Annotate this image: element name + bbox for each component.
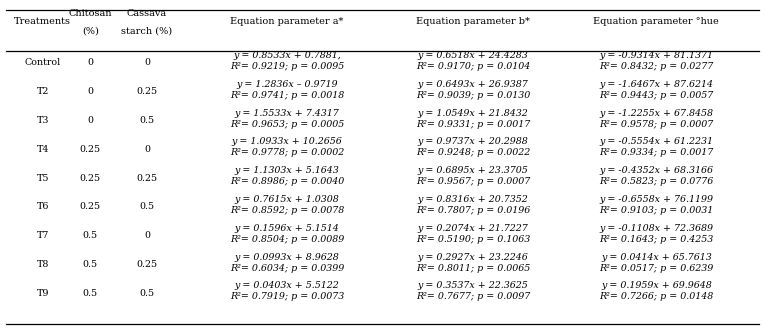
Text: y = -0.4352x + 68.3166: y = -0.4352x + 68.3166 [599, 166, 714, 175]
Text: R²= 0.9334; p = 0.0017: R²= 0.9334; p = 0.0017 [599, 148, 714, 158]
Text: 0.5: 0.5 [83, 260, 98, 269]
Text: R²= 0.9103; p = 0.0031: R²= 0.9103; p = 0.0031 [599, 206, 714, 215]
Text: y = 1.2836x – 0.9719: y = 1.2836x – 0.9719 [236, 80, 337, 89]
Text: y = 0.8533x + 0.7881,: y = 0.8533x + 0.7881, [233, 51, 340, 60]
Text: R²= 0.1643; p = 0.4253: R²= 0.1643; p = 0.4253 [599, 235, 714, 244]
Text: y = 0.1959x + 69.9648: y = 0.1959x + 69.9648 [601, 281, 711, 291]
Text: R²= 0.8504; p = 0.0089: R²= 0.8504; p = 0.0089 [230, 235, 344, 244]
Text: R²= 0.9039; p = 0.0130: R²= 0.9039; p = 0.0130 [415, 91, 530, 100]
Text: 0.25: 0.25 [136, 87, 158, 96]
Text: y = 1.0933x + 10.2656: y = 1.0933x + 10.2656 [232, 137, 342, 147]
Text: 0: 0 [87, 116, 93, 125]
Text: 0.25: 0.25 [136, 173, 158, 183]
Text: R²= 0.9578; p = 0.0007: R²= 0.9578; p = 0.0007 [599, 119, 714, 129]
Text: y = 0.0403x + 5.5122: y = 0.0403x + 5.5122 [235, 281, 339, 291]
Text: R²= 0.7919; p = 0.0073: R²= 0.7919; p = 0.0073 [230, 292, 344, 302]
Text: y = 0.1596x + 5.1514: y = 0.1596x + 5.1514 [235, 224, 339, 233]
Text: R²= 0.9567; p = 0.0007: R²= 0.9567; p = 0.0007 [415, 177, 530, 186]
Text: y = 0.0414x + 65.7613: y = 0.0414x + 65.7613 [601, 253, 711, 262]
Text: R²= 0.9170; p = 0.0104: R²= 0.9170; p = 0.0104 [415, 62, 530, 71]
Text: y = -0.6558x + 76.1199: y = -0.6558x + 76.1199 [599, 195, 714, 204]
Text: R²= 0.5823; p = 0.0776: R²= 0.5823; p = 0.0776 [599, 177, 714, 186]
Text: R²= 0.9443; p = 0.0057: R²= 0.9443; p = 0.0057 [599, 91, 714, 100]
Text: R²= 0.9219; p = 0.0095: R²= 0.9219; p = 0.0095 [230, 62, 344, 71]
Text: 0.25: 0.25 [80, 202, 101, 212]
Text: y = 0.0993x + 8.9628: y = 0.0993x + 8.9628 [235, 253, 339, 262]
Text: T2: T2 [37, 87, 49, 96]
Text: Cassava: Cassava [127, 9, 167, 18]
Text: Control: Control [24, 58, 61, 68]
Text: y = 1.0549x + 21.8432: y = 1.0549x + 21.8432 [418, 109, 528, 118]
Text: Treatments: Treatments [15, 17, 71, 26]
Text: R²= 0.8432; p = 0.0277: R²= 0.8432; p = 0.0277 [599, 62, 714, 71]
Text: T8: T8 [37, 260, 49, 269]
Text: R²= 0.8592; p = 0.0078: R²= 0.8592; p = 0.0078 [230, 206, 344, 215]
Text: 0.5: 0.5 [83, 289, 98, 298]
Text: y = 0.6493x + 26.9387: y = 0.6493x + 26.9387 [418, 80, 528, 89]
Text: 0.25: 0.25 [136, 260, 158, 269]
Text: y = 1.5533x + 7.4317: y = 1.5533x + 7.4317 [235, 109, 339, 118]
Text: (%): (%) [82, 27, 99, 36]
Text: 0.25: 0.25 [80, 173, 101, 183]
Text: Chitosan: Chitosan [69, 9, 112, 18]
Text: R²= 0.9653; p = 0.0005: R²= 0.9653; p = 0.0005 [230, 119, 344, 129]
Text: 0.5: 0.5 [139, 116, 155, 125]
Text: 0.5: 0.5 [83, 231, 98, 240]
Text: y = 0.8316x + 20.7352: y = 0.8316x + 20.7352 [418, 195, 528, 204]
Text: y = 0.9737x + 20.2988: y = 0.9737x + 20.2988 [418, 137, 528, 147]
Text: Equation parameter b*: Equation parameter b* [416, 17, 529, 26]
Text: 0.5: 0.5 [139, 289, 155, 298]
Text: T5: T5 [37, 173, 49, 183]
Text: y = 0.6518x + 24.4283: y = 0.6518x + 24.4283 [418, 51, 528, 60]
Text: T4: T4 [37, 145, 49, 154]
Text: 0.5: 0.5 [139, 202, 155, 212]
Text: T6: T6 [37, 202, 49, 212]
Text: 0: 0 [144, 231, 150, 240]
Text: 0: 0 [144, 58, 150, 68]
Text: y = -1.2255x + 67.8458: y = -1.2255x + 67.8458 [599, 109, 714, 118]
Text: y = 1.1303x + 5.1643: y = 1.1303x + 5.1643 [235, 166, 339, 175]
Text: y = 0.3537x + 22.3625: y = 0.3537x + 22.3625 [418, 281, 528, 291]
Text: R²= 0.7677; p = 0.0097: R²= 0.7677; p = 0.0097 [415, 292, 530, 302]
Text: R²= 0.7266; p = 0.0148: R²= 0.7266; p = 0.0148 [599, 292, 714, 302]
Text: T3: T3 [37, 116, 49, 125]
Text: R²= 0.7807; p = 0.0196: R²= 0.7807; p = 0.0196 [415, 206, 530, 215]
Text: 0: 0 [144, 145, 150, 154]
Text: T9: T9 [37, 289, 49, 298]
Text: Equation parameter °hue: Equation parameter °hue [594, 17, 719, 26]
Text: y = 0.2074x + 21.7227: y = 0.2074x + 21.7227 [418, 224, 528, 233]
Text: R²= 0.6034; p = 0.0399: R²= 0.6034; p = 0.0399 [230, 263, 344, 273]
Text: R²= 0.8011; p = 0.0065: R²= 0.8011; p = 0.0065 [415, 263, 530, 273]
Text: y = 0.6895x + 23.3705: y = 0.6895x + 23.3705 [418, 166, 528, 175]
Text: R²= 0.9778; p = 0.0002: R²= 0.9778; p = 0.0002 [230, 148, 344, 158]
Text: 0.25: 0.25 [80, 145, 101, 154]
Text: R²= 0.9248; p = 0.0022: R²= 0.9248; p = 0.0022 [415, 148, 530, 158]
Text: y = -0.1108x + 72.3689: y = -0.1108x + 72.3689 [599, 224, 714, 233]
Text: 0: 0 [87, 87, 93, 96]
Text: y = -1.6467x + 87.6214: y = -1.6467x + 87.6214 [599, 80, 714, 89]
Text: starch (%): starch (%) [122, 27, 172, 36]
Text: R²= 0.5190; p = 0.1063: R²= 0.5190; p = 0.1063 [415, 235, 530, 244]
Text: 0: 0 [87, 58, 93, 68]
Text: T7: T7 [37, 231, 49, 240]
Text: R²= 0.9741; p = 0.0018: R²= 0.9741; p = 0.0018 [230, 91, 344, 100]
Text: R²= 0.9331; p = 0.0017: R²= 0.9331; p = 0.0017 [415, 119, 530, 129]
Text: y = -0.5554x + 61.2231: y = -0.5554x + 61.2231 [599, 137, 714, 147]
Text: R²= 0.0517; p = 0.6239: R²= 0.0517; p = 0.6239 [599, 263, 714, 273]
Text: R²= 0.8986; p = 0.0040: R²= 0.8986; p = 0.0040 [230, 177, 344, 186]
Text: y = -0.9314x + 81.1371: y = -0.9314x + 81.1371 [599, 51, 714, 60]
Text: y = 0.2927x + 23.2246: y = 0.2927x + 23.2246 [418, 253, 528, 262]
Text: Equation parameter a*: Equation parameter a* [230, 17, 343, 26]
Text: y = 0.7615x + 1.0308: y = 0.7615x + 1.0308 [235, 195, 339, 204]
